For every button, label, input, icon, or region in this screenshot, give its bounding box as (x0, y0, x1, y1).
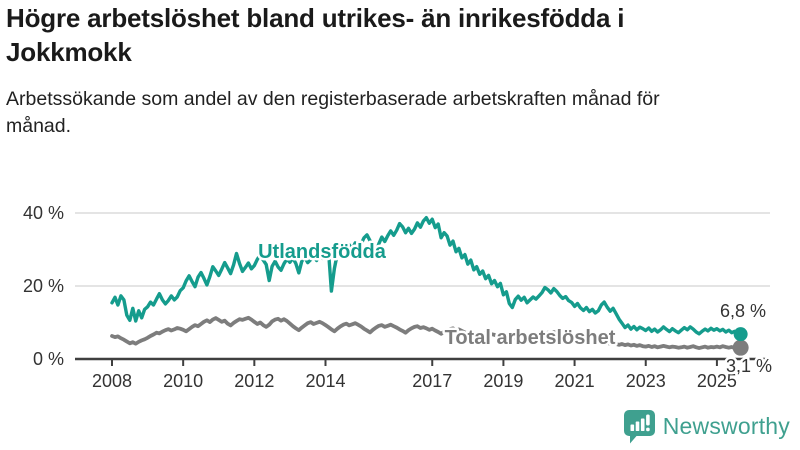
end-dot-utlandsfodda (733, 327, 748, 342)
end-value-utlandsfodda: 6,8 % (720, 301, 766, 321)
y-tick-0: 0 % (33, 349, 64, 369)
x-tick-label: 2008 (92, 371, 132, 391)
x-tick-label: 2012 (234, 371, 274, 391)
y-tick-20: 20 % (23, 276, 64, 296)
x-tick-label: 2019 (483, 371, 523, 391)
series-label-total: Total arbetslöshet (445, 327, 616, 349)
end-dot-total (732, 339, 749, 356)
series-label-utlandsfodda: Utlandsfödda (258, 241, 387, 263)
line-total-arbetsloshet (110, 315, 743, 350)
newsworthy-logo[interactable]: Newsworthy (623, 409, 790, 444)
x-tick-label: 2014 (305, 371, 345, 391)
chart-area: 2008 2010 2012 2014 2017 2019 2021 2023 2025 Utl… (0, 190, 800, 405)
y-tick-40: 40 % (23, 203, 64, 223)
page-title: Högre arbetslöshet bland utrikes- än inr… (6, 3, 625, 67)
page-subtitle: Arbetssökande som andel av den registerb… (6, 87, 660, 137)
x-tick-label: 2021 (555, 371, 595, 391)
x-tick-label: 2010 (163, 371, 203, 391)
line-utlandsfodda (110, 216, 743, 336)
x-ticks-group: 2008 2010 2012 2014 2017 2019 2021 2023 2025 (92, 359, 737, 391)
x-tick-label: 2017 (412, 371, 452, 391)
chart-svg: 2008 2010 2012 2014 2017 2019 2021 2023 2025 Utl… (23, 203, 775, 391)
newsworthy-wordmark: Newsworthy (662, 413, 790, 439)
newsworthy-logo-icon (623, 410, 655, 444)
x-tick-label: 2023 (626, 371, 666, 391)
end-value-total: 3,1 % (726, 356, 772, 376)
chart-header: Högre arbetslöshet bland utrikes- än inr… (6, 2, 786, 139)
x-tick-label: 2025 (697, 371, 737, 391)
